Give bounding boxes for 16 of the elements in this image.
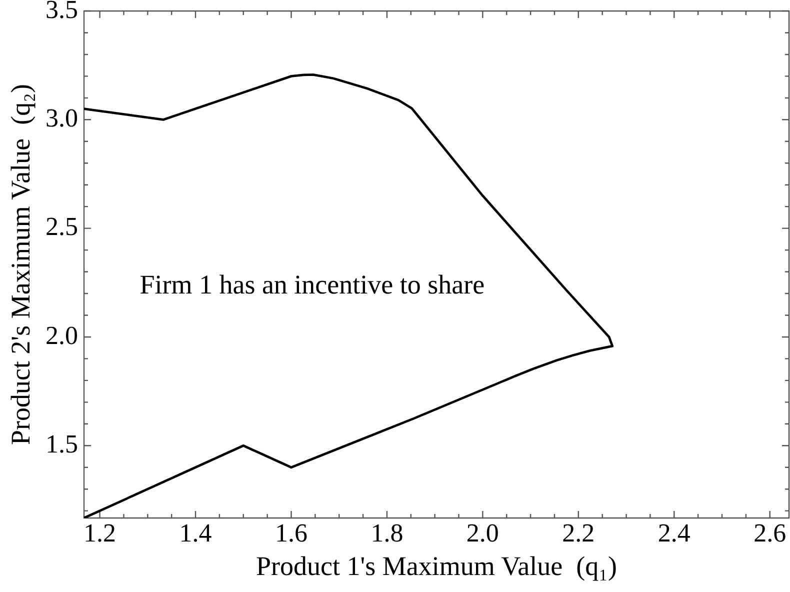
x-tick-label: 2.4 xyxy=(658,518,690,548)
y-tick-label: 3.5 xyxy=(46,0,78,24)
x-tick-label: 2.6 xyxy=(754,518,786,548)
y-axis-title: Product 2's Maximum Value (q₂) xyxy=(5,84,36,445)
y-tick-label: 1.5 xyxy=(46,429,78,458)
x-tick-label: 1.6 xyxy=(274,518,308,548)
y-tick-label: 3.0 xyxy=(46,103,78,132)
x-tick-label: 1.4 xyxy=(179,518,212,548)
y-tick-label: 2.5 xyxy=(46,212,78,242)
x-axis-title: Product 1's Maximum Value (q₁) xyxy=(256,550,617,581)
x-tick-label: 2.2 xyxy=(562,518,595,548)
annotation: Firm 1 has an incentive to share xyxy=(140,269,485,300)
x-tick-label: 2.0 xyxy=(466,518,499,548)
x-tick-label: 1.2 xyxy=(84,518,116,548)
x-tick-label: 1.8 xyxy=(370,518,404,548)
y-tick-label: 2.0 xyxy=(46,320,78,350)
